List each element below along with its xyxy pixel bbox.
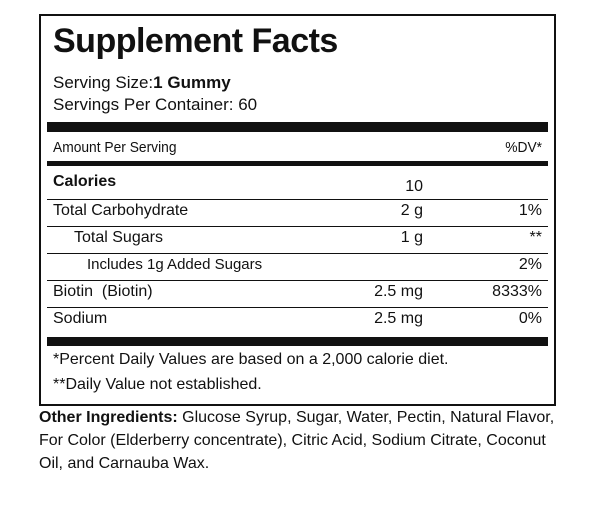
nutrient-row-biotin: Biotin (Biotin) 2.5 mg 8333% bbox=[41, 283, 554, 309]
serving-size: Serving Size:1 Gummy bbox=[53, 73, 231, 93]
nutrient-dv: 8333% bbox=[492, 283, 542, 300]
nutrient-dv: ** bbox=[529, 229, 542, 246]
row-divider bbox=[47, 307, 548, 308]
dv-header: %DV* bbox=[505, 139, 542, 156]
footnote-daily-values: *Percent Daily Values are based on a 2,0… bbox=[53, 351, 449, 368]
nutrient-name: Total Sugars bbox=[74, 229, 163, 246]
medium-divider bbox=[47, 161, 548, 166]
other-ingredients-label: Other Ingredients: bbox=[39, 409, 178, 426]
serving-size-value: 1 Gummy bbox=[153, 73, 231, 92]
label-title: Supplement Facts bbox=[53, 22, 338, 60]
other-ingredients: Other Ingredients: Glucose Syrup, Sugar,… bbox=[39, 406, 569, 475]
other-ingredients-text: Glucose Syrup, Sugar, Water, Pectin, Nat… bbox=[39, 409, 555, 472]
footnote-not-established: **Daily Value not established. bbox=[53, 376, 262, 393]
thick-divider-bottom bbox=[47, 337, 548, 346]
nutrient-amount: 2.5 mg bbox=[374, 310, 423, 327]
thick-divider-top bbox=[47, 122, 548, 132]
nutrient-row-sodium: Sodium 2.5 mg 0% bbox=[41, 310, 554, 336]
nutrient-row-added-sugars: Includes 1g Added Sugars 2% bbox=[41, 256, 554, 282]
nutrient-row-total-carbohydrate: Total Carbohydrate 2 g 1% bbox=[41, 202, 554, 228]
nutrient-name: Total Carbohydrate bbox=[53, 202, 189, 219]
row-divider bbox=[47, 226, 548, 227]
servings-per-container: Servings Per Container: 60 bbox=[53, 95, 258, 114]
nutrient-name: Biotin (Biotin) bbox=[53, 283, 153, 300]
row-divider bbox=[47, 280, 548, 281]
nutrient-name: Includes 1g Added Sugars bbox=[87, 256, 263, 273]
nutrient-row-total-sugars: Total Sugars 1 g ** bbox=[41, 229, 554, 255]
nutrient-dv: 1% bbox=[518, 202, 542, 219]
supplement-facts-panel: Supplement Facts Serving Size:1 Gummy Se… bbox=[39, 14, 556, 406]
nutrient-amount: 1 g bbox=[400, 229, 423, 246]
amount-per-serving-header: Amount Per Serving bbox=[53, 139, 177, 156]
nutrient-name: Sodium bbox=[53, 310, 108, 327]
nutrient-amount: 2.5 mg bbox=[374, 283, 423, 300]
row-divider bbox=[47, 253, 548, 254]
nutrient-amount: 10 bbox=[405, 178, 423, 195]
nutrient-dv: 2% bbox=[518, 256, 542, 273]
nutrient-dv: 0% bbox=[518, 310, 542, 327]
nutrient-name: Calories bbox=[53, 173, 117, 190]
row-divider bbox=[47, 199, 548, 200]
serving-size-label: Serving Size: bbox=[53, 73, 154, 92]
nutrient-amount: 2 g bbox=[400, 202, 423, 219]
nutrient-row-calories: Calories 10 bbox=[41, 173, 554, 199]
